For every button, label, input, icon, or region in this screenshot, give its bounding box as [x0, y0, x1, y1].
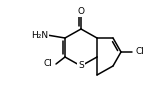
Text: Cl: Cl [136, 48, 144, 56]
Text: S: S [78, 61, 84, 71]
Text: H₂N: H₂N [32, 31, 49, 39]
Text: O: O [78, 8, 84, 16]
Text: Cl: Cl [44, 60, 52, 68]
